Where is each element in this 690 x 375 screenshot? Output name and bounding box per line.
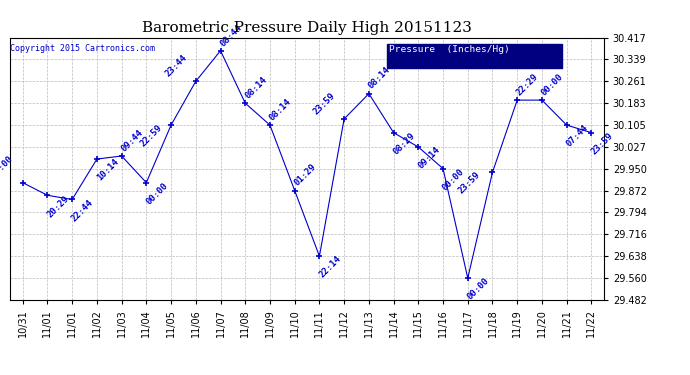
Text: 22:59: 22:59: [138, 123, 164, 149]
Text: Pressure  (Inches/Hg): Pressure (Inches/Hg): [389, 45, 510, 54]
Text: 10:14: 10:14: [95, 158, 120, 183]
Text: 08:14: 08:14: [366, 66, 392, 91]
Text: 23:59: 23:59: [589, 131, 615, 156]
Text: 00:00: 00:00: [441, 167, 466, 192]
Text: 23:59: 23:59: [457, 171, 482, 196]
Text: 22:44: 22:44: [70, 198, 95, 223]
Text: 07:44: 07:44: [564, 123, 590, 149]
Text: 23:59: 23:59: [311, 91, 337, 116]
Text: 08:29: 08:29: [391, 131, 417, 156]
Text: 01:29: 01:29: [293, 162, 318, 188]
Text: 22:29: 22:29: [515, 72, 540, 98]
Text: 00:00: 00:00: [466, 276, 491, 302]
Text: 08:14: 08:14: [268, 97, 293, 122]
Text: 00:00: 00:00: [0, 154, 15, 180]
Bar: [387, 44, 562, 68]
Text: 09:44: 09:44: [119, 128, 145, 153]
Text: 22:14: 22:14: [317, 255, 343, 280]
Text: 08:14: 08:14: [243, 75, 268, 100]
Text: 09:14: 09:14: [416, 145, 442, 171]
Title: Barometric Pressure Daily High 20151123: Barometric Pressure Daily High 20151123: [142, 21, 472, 35]
Text: 00:00: 00:00: [540, 72, 565, 98]
Text: 00:00: 00:00: [144, 181, 170, 206]
Text: Copyright 2015 Cartronics.com: Copyright 2015 Cartronics.com: [10, 44, 155, 52]
Text: 23:44: 23:44: [163, 53, 188, 78]
Text: 08:44: 08:44: [218, 22, 244, 48]
Text: 20:29: 20:29: [46, 194, 70, 219]
